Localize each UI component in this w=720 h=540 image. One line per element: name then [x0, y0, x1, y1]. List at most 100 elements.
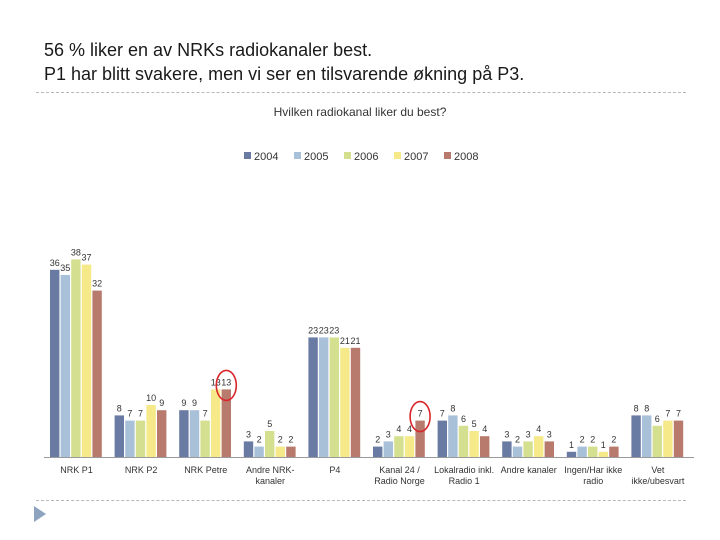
bar-3-2004	[243, 441, 254, 457]
bar-2-2004	[179, 410, 189, 457]
bar-2-2005	[189, 410, 200, 457]
bar-3-2005	[254, 446, 264, 457]
category-label-8: Ingen/Har ikke radio	[564, 465, 622, 486]
data-label-8-2006: 2	[590, 435, 595, 445]
bar-7-2008	[544, 441, 554, 457]
data-label-0-2007: 37	[81, 253, 91, 263]
data-label-6-2005: 8	[450, 403, 455, 413]
legend-swatch-2007	[394, 152, 401, 159]
bar-5-2007	[404, 436, 415, 457]
bar-3-2006	[265, 431, 275, 457]
next-slide-arrow-icon[interactable]	[34, 506, 46, 522]
legend-label-2007: 2007	[404, 151, 428, 163]
category-label-9: Vet ikke/ubesvart	[631, 465, 685, 486]
data-label-7-2004: 3	[504, 429, 509, 439]
data-label-9-2008: 7	[676, 409, 681, 419]
category-label-4: P4	[329, 465, 340, 475]
data-label-8-2008: 2	[611, 435, 616, 445]
data-label-9-2004: 8	[634, 403, 639, 413]
bar-4-2006	[329, 337, 339, 457]
bar-6-2006	[458, 425, 469, 457]
data-label-4-2005: 23	[319, 325, 329, 335]
bar-5-2008	[415, 420, 425, 457]
chart-subtitle: Hvilken radiokanal liker du best?	[273, 105, 447, 119]
data-label-5-2004: 2	[375, 435, 380, 445]
legend-swatch-2008	[444, 152, 451, 159]
category-label-3: Andre NRK-kanaler	[246, 465, 295, 486]
data-label-4-2008: 21	[350, 336, 360, 346]
category-label-line: Andre NRK-	[246, 465, 295, 475]
bar-7-2004	[502, 441, 512, 457]
bar-6-2007	[469, 431, 479, 457]
data-label-8-2004: 1	[569, 440, 574, 450]
bar-1-2005	[125, 420, 135, 457]
data-label-3-2004: 3	[246, 429, 251, 439]
data-label-7-2008: 3	[547, 429, 552, 439]
bar-0-2008	[92, 290, 102, 457]
bar-8-2008	[609, 446, 619, 457]
data-label-6-2004: 7	[440, 409, 445, 419]
data-label-0-2004: 36	[50, 258, 60, 268]
data-label-0-2005: 35	[60, 263, 70, 273]
category-label-5: Kanal 24 /Radio Norge	[374, 465, 425, 486]
bar-7-2005	[512, 446, 523, 457]
category-label-1: NRK P2	[125, 465, 158, 475]
bar-8-2007	[598, 451, 608, 457]
category-label-line: Ingen/Har ikke	[564, 465, 622, 475]
data-label-0-2008: 32	[92, 279, 102, 289]
bar-6-2004	[437, 420, 447, 457]
bar-9-2004	[631, 415, 641, 457]
category-label-6: Lokalradio inkl. Radio 1	[434, 465, 494, 486]
category-label-line: NRK Petre	[184, 465, 227, 475]
bar-7-2007	[534, 436, 544, 457]
data-label-6-2006: 6	[461, 414, 466, 424]
data-label-2-2006: 7	[203, 409, 208, 419]
legend-swatch-2006	[344, 152, 351, 159]
data-label-4-2006: 23	[329, 325, 339, 335]
legend-label-2006: 2006	[354, 151, 378, 163]
bar-2-2006	[200, 420, 210, 457]
category-label-line: NRK P1	[60, 465, 93, 475]
bar-2-2008	[221, 389, 231, 457]
data-label-4-2007: 21	[340, 336, 350, 346]
bar-5-2005	[383, 441, 393, 457]
bar-4-2008	[350, 347, 361, 457]
legend-label-2004: 2004	[254, 151, 278, 163]
data-label-0-2006: 38	[71, 247, 81, 257]
data-label-5-2006: 4	[396, 424, 401, 434]
data-label-5-2007: 4	[407, 424, 412, 434]
data-label-7-2007: 4	[536, 424, 541, 434]
data-label-5-2005: 3	[386, 429, 391, 439]
data-label-7-2005: 2	[515, 435, 520, 445]
data-label-7-2006: 3	[526, 429, 531, 439]
category-label-line: P4	[329, 465, 340, 475]
category-label-line: ikke/ubesvart	[631, 476, 685, 486]
bar-2-2007	[211, 389, 221, 457]
bar-1-2006	[135, 420, 146, 457]
legend-swatch-2004	[244, 152, 251, 159]
data-label-1-2006: 7	[138, 409, 143, 419]
bar-9-2005	[642, 415, 652, 457]
category-label-line: Vet	[651, 465, 665, 475]
data-label-1-2005: 7	[127, 409, 132, 419]
bar-9-2006	[652, 425, 662, 457]
bar-4-2004	[308, 337, 318, 457]
category-label-line: Radio 1	[449, 476, 480, 486]
data-label-8-2007: 1	[601, 440, 606, 450]
data-label-3-2007: 2	[278, 435, 283, 445]
data-label-3-2008: 2	[288, 435, 293, 445]
bar-1-2008	[157, 410, 167, 457]
data-label-2-2004: 9	[181, 398, 186, 408]
category-label-7: Andre kanaler	[501, 465, 557, 475]
data-label-5-2008: 7	[418, 409, 423, 419]
bar-5-2006	[394, 436, 404, 457]
category-label-line: Lokalradio inkl.	[434, 465, 494, 475]
bar-0-2005	[60, 275, 70, 457]
data-label-9-2005: 8	[644, 403, 649, 413]
bar-6-2005	[448, 415, 458, 457]
bar-3-2007	[275, 446, 285, 457]
legend-label-2005: 2005	[304, 151, 328, 163]
bar-8-2006	[588, 446, 598, 457]
data-label-3-2005: 2	[257, 435, 262, 445]
